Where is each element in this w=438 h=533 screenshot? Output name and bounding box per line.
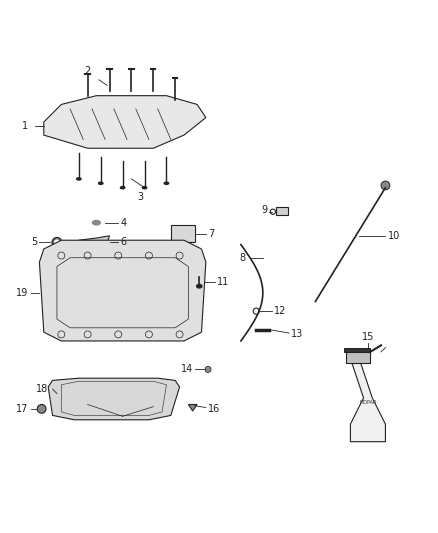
Text: 14: 14: [180, 365, 193, 374]
FancyBboxPatch shape: [276, 207, 288, 215]
Text: 10: 10: [388, 231, 400, 241]
Ellipse shape: [120, 187, 125, 189]
Ellipse shape: [77, 178, 81, 180]
Ellipse shape: [92, 221, 100, 225]
Circle shape: [205, 366, 211, 373]
Text: 16: 16: [208, 404, 220, 414]
Polygon shape: [48, 378, 180, 420]
Text: 12: 12: [274, 306, 286, 316]
Text: 6: 6: [120, 237, 127, 247]
Text: 8: 8: [239, 253, 245, 263]
Text: 1: 1: [22, 122, 28, 131]
Text: 18: 18: [36, 384, 48, 394]
Polygon shape: [39, 240, 206, 341]
Text: MOPAR: MOPAR: [359, 400, 377, 405]
Circle shape: [37, 405, 46, 413]
Text: 13: 13: [291, 329, 304, 340]
FancyBboxPatch shape: [171, 225, 195, 243]
Text: 5: 5: [31, 237, 37, 247]
Text: 9: 9: [261, 205, 267, 215]
Text: 17: 17: [16, 404, 28, 414]
Ellipse shape: [164, 182, 169, 184]
Ellipse shape: [197, 285, 202, 288]
Ellipse shape: [99, 182, 103, 184]
Ellipse shape: [142, 187, 147, 189]
Text: 2: 2: [85, 66, 91, 76]
Text: 19: 19: [16, 288, 28, 298]
Text: 15: 15: [362, 332, 374, 342]
FancyBboxPatch shape: [344, 348, 370, 352]
Polygon shape: [188, 405, 197, 411]
Text: 11: 11: [217, 277, 229, 287]
Polygon shape: [44, 96, 206, 148]
Circle shape: [381, 181, 390, 190]
Polygon shape: [74, 236, 110, 251]
FancyBboxPatch shape: [346, 352, 370, 363]
Text: 7: 7: [208, 229, 214, 239]
Text: 4: 4: [120, 217, 127, 228]
Polygon shape: [350, 359, 385, 442]
Text: 3: 3: [137, 192, 143, 202]
